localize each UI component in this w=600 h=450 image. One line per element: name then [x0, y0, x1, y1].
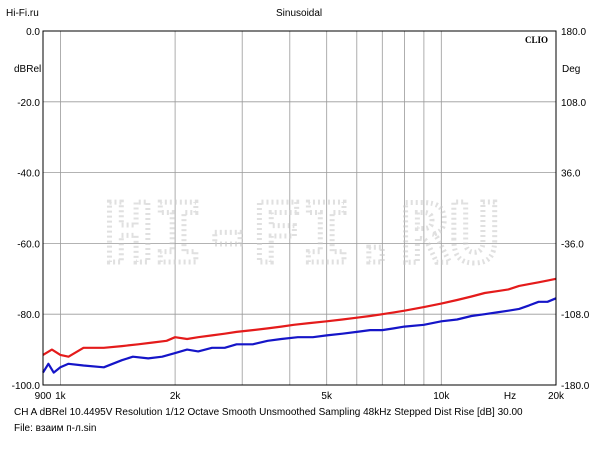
y2-tick-label: -36.0 — [561, 239, 584, 250]
watermark: HI-FI.RU — [102, 185, 502, 285]
y-tick-label: -100.0 — [12, 381, 41, 392]
y2-tick-label: 108.0 — [561, 98, 586, 109]
y-ticks: 0.0 -20.0 -40.0 -60.0 -80.0 -100.0 — [12, 27, 41, 392]
y-tick-label: -80.0 — [17, 310, 40, 321]
series-line-2 — [42, 297, 557, 374]
x-unit-label: Hz — [504, 391, 516, 402]
plot-frame — [42, 30, 557, 386]
x-ticks: 900 1k 2k 5k 10k 20k — [35, 391, 565, 402]
x-tick-label: 2k — [170, 391, 182, 402]
header-left-label: Hi-Fi.ru — [6, 8, 39, 19]
y-tick-label: -60.0 — [17, 239, 40, 250]
footer-file: File: взаим п-л.sin — [14, 423, 97, 434]
watermark-text: HI-FI.RU — [104, 187, 499, 282]
footer-settings: CH A dBRel 10.4495V Resolution 1/12 Octa… — [14, 407, 523, 418]
series-layer — [42, 277, 557, 374]
y-axis-label: dBRel — [14, 64, 41, 75]
chart-title: Sinusoidal — [276, 8, 323, 19]
y2-axis-label: Deg — [562, 64, 580, 75]
y2-tick-label: 36.0 — [561, 169, 581, 180]
x-tick-label: 900 — [35, 391, 52, 402]
y-tick-label: -20.0 — [17, 98, 40, 109]
y2-tick-label: 180.0 — [561, 27, 586, 38]
y2-tick-label: -108.0 — [561, 310, 590, 321]
x-tick-label: 1k — [55, 391, 67, 402]
y-tick-label: 0.0 — [26, 27, 40, 38]
y-tick-label: -40.0 — [17, 169, 40, 180]
x-tick-label: 20k — [548, 391, 565, 402]
brand-logo: CLIO — [525, 35, 548, 45]
series-line-1 — [42, 277, 557, 358]
y2-tick-label: -180.0 — [561, 381, 590, 392]
x-tick-label: 5k — [321, 391, 333, 402]
x-tick-label: 10k — [433, 391, 450, 402]
y2-ticks: 180.0 108.0 36.0 -36.0 -108.0 -180.0 — [561, 27, 590, 392]
